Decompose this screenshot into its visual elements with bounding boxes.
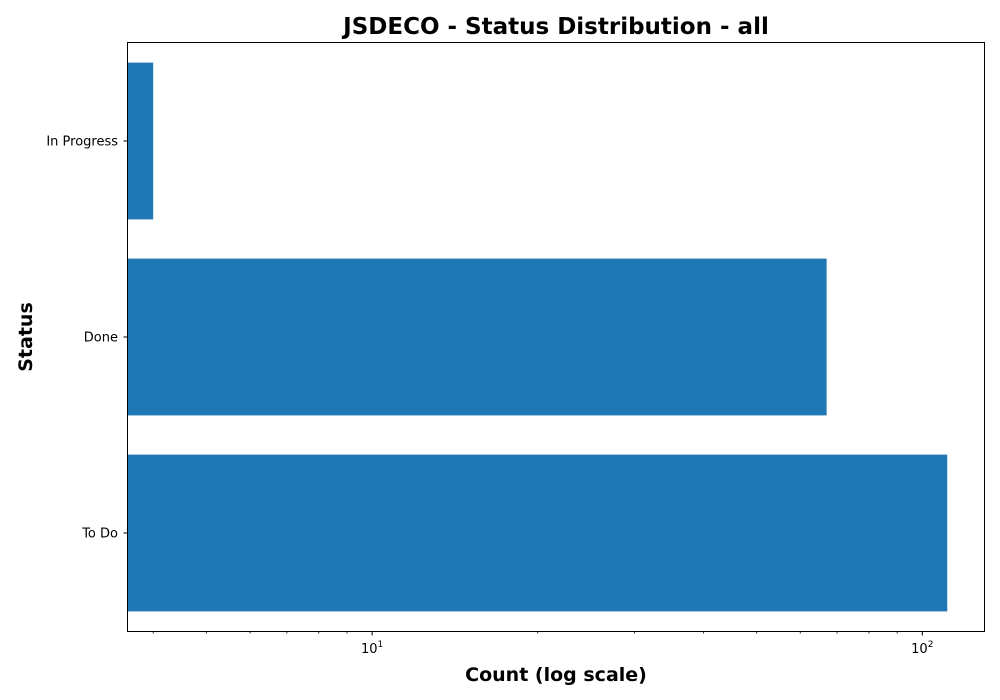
bar-done xyxy=(128,258,827,416)
chart-title: JSDECO - Status Distribution - all xyxy=(341,14,769,40)
y-tick-label: To Do xyxy=(81,527,118,542)
bar-in-progress xyxy=(128,62,154,220)
x-axis-label: Count (log scale) xyxy=(465,664,647,686)
plot-frame xyxy=(127,42,985,632)
y-tick-label: In Progress xyxy=(46,135,118,150)
x-ticks-group: 101 102 xyxy=(152,631,933,657)
bars-group xyxy=(128,62,948,612)
y-ticks-group: To Do Done In Progress xyxy=(46,135,128,542)
x-tick-label: 102 xyxy=(911,640,933,657)
bar-to-do xyxy=(128,454,948,612)
y-axis-label: Status xyxy=(15,302,37,372)
x-tick-label: 101 xyxy=(361,640,383,657)
y-tick-label: Done xyxy=(84,331,118,346)
